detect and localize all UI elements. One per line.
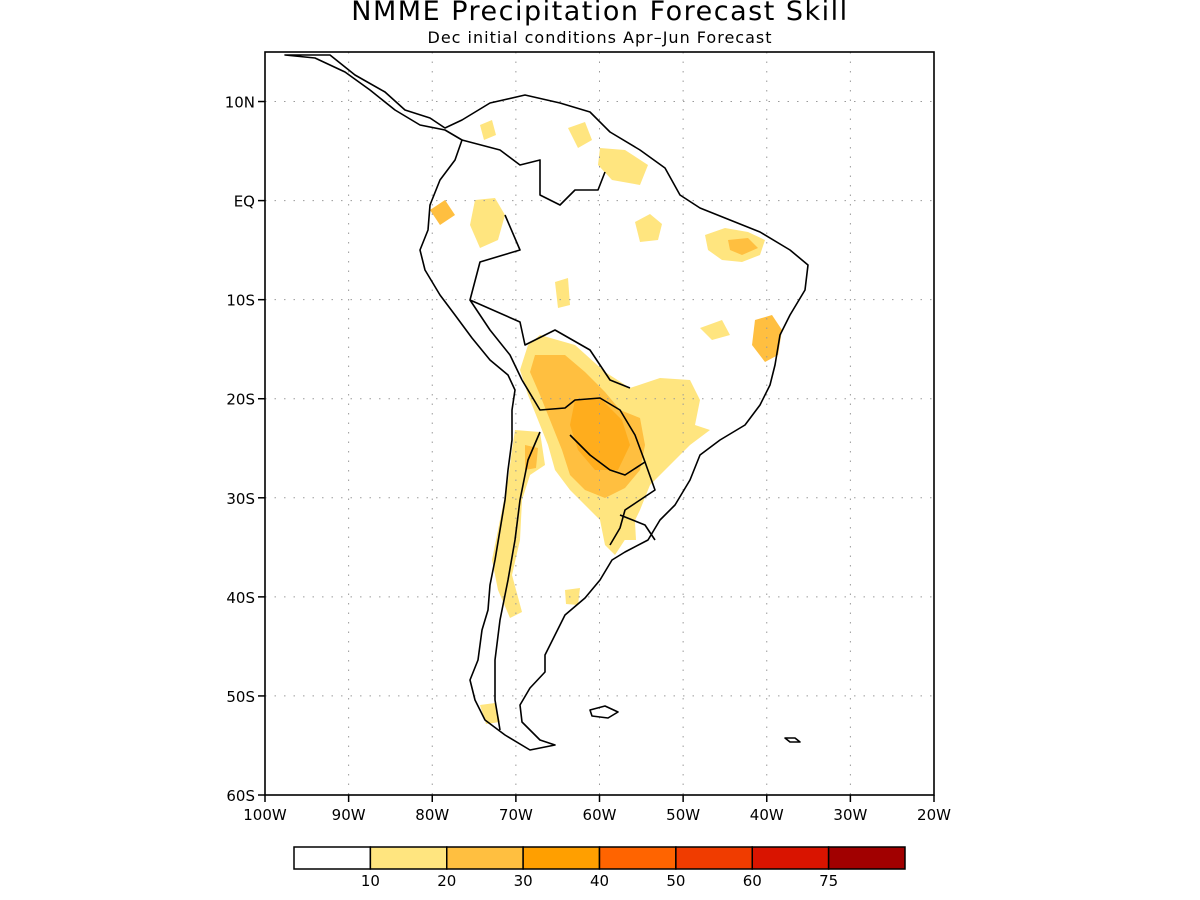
colorbar-swatch (522, 846, 601, 870)
falkland-islands (589, 705, 619, 719)
colorbar-label: 75 (819, 872, 838, 890)
border-peru-bolivia (469, 299, 523, 381)
lat-tick-label: 20S (226, 391, 255, 409)
colorbar-swatch (446, 846, 524, 870)
skill-region-central-30 (570, 398, 630, 470)
border-brazil-uruguay (619, 514, 656, 541)
lon-tick-label: 60W (583, 806, 617, 824)
lat-tick-label: 10S (226, 292, 255, 310)
colorbar-label: 40 (590, 872, 609, 890)
lon-tick-label: 50W (666, 806, 700, 824)
longitude-ticks: 100W 90W 80W 70W 60W 50W 40W 30W 20W (243, 795, 951, 824)
border-argentina-brazil (609, 461, 656, 546)
skill-region-ecuador (430, 200, 455, 225)
lat-tick-label: 40S (226, 589, 255, 607)
lat-tick-label: 30S (226, 490, 255, 508)
colorbar-label: 20 (437, 872, 456, 890)
coastline-outline (284, 54, 809, 751)
colorbar-swatch (751, 846, 830, 870)
colorbar-swatch (369, 846, 448, 870)
lat-tick-label: 50S (226, 688, 255, 706)
lon-tick-label: 30W (833, 806, 867, 824)
border-bolivia-paraguay (521, 379, 646, 476)
map-title: NMME Precipitation Forecast Skill (351, 0, 849, 27)
lon-tick-label: 20W (917, 806, 951, 824)
skill-region-east-small (700, 320, 730, 340)
lon-tick-label: 40W (750, 806, 784, 824)
lat-lon-grid (265, 52, 934, 795)
skill-region-argentina-small (565, 588, 580, 605)
lat-tick-label: 60S (226, 787, 255, 805)
map-subtitle: Dec initial conditions Apr–Jun Forecast (427, 28, 773, 47)
border-argentina-chile (494, 431, 541, 731)
latitude-ticks: 10N EQ 10S 20S 30S 40S 50S 60S (225, 94, 265, 805)
lat-tick-label: 10N (225, 94, 255, 112)
colorbar-label: 50 (666, 872, 685, 890)
lon-tick-label: 80W (415, 806, 449, 824)
lon-tick-label: 100W (243, 806, 287, 824)
skill-region-bolivia-small (555, 278, 570, 308)
skill-region-venezuela (568, 122, 592, 148)
skill-shading (430, 120, 782, 724)
colorbar-swatch (827, 846, 906, 870)
border-colombia-venezuela (461, 139, 606, 206)
colorbar-label: 30 (514, 872, 533, 890)
lon-tick-label: 70W (499, 806, 533, 824)
south-georgia (784, 737, 801, 743)
colorbar-swatch (293, 846, 372, 870)
border-brazil-north (469, 214, 631, 389)
skill-region-caribbean (480, 120, 496, 140)
colorbar-label: 10 (361, 872, 380, 890)
skill-region-andes (492, 430, 545, 618)
skill-region-guiana (598, 148, 648, 185)
skill-region-northeast-20 (728, 238, 758, 255)
colorbar-swatch (675, 846, 753, 870)
skill-colorbar: 10 20 30 40 50 60 75 (293, 846, 906, 890)
colorbar-label: 60 (743, 872, 762, 890)
lat-tick-label: EQ (234, 193, 255, 211)
continent-coastline (284, 54, 809, 751)
skill-region-andes-20 (525, 445, 538, 470)
lon-tick-label: 90W (332, 806, 366, 824)
colorbar-swatch (598, 846, 677, 870)
skill-region-colombia (470, 198, 505, 248)
skill-region-amazon (635, 214, 662, 242)
